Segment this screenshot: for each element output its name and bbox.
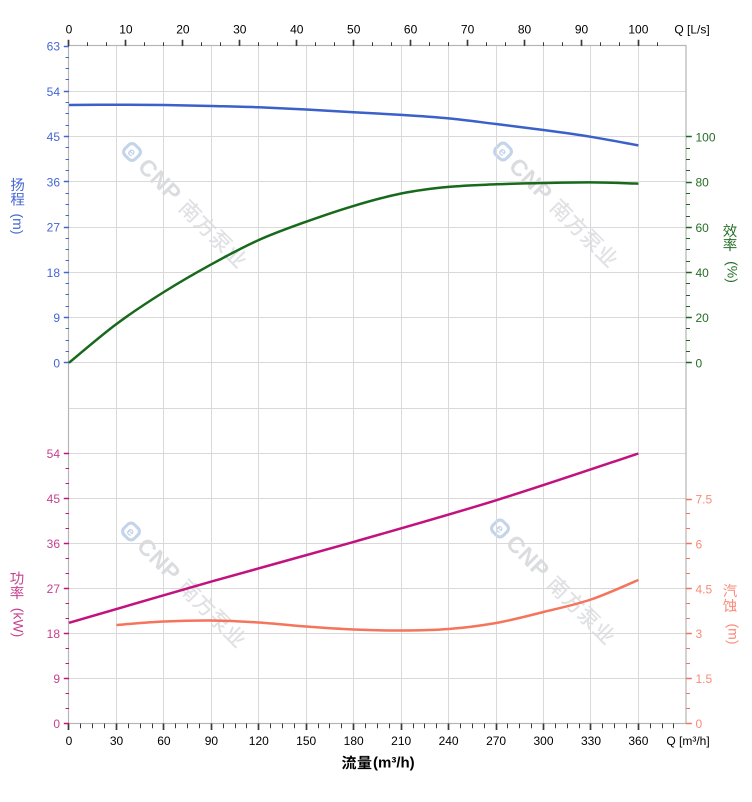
svg-text:9: 9 [53, 672, 60, 686]
svg-text:3: 3 [696, 627, 703, 641]
svg-text:120: 120 [249, 734, 269, 748]
svg-text:(m): (m) [726, 624, 742, 645]
svg-text:(kW): (kW) [11, 608, 27, 638]
svg-text:45: 45 [47, 130, 61, 144]
svg-text:100: 100 [628, 23, 648, 37]
svg-text:54: 54 [47, 85, 61, 99]
svg-text:1.5: 1.5 [696, 672, 713, 686]
svg-text:(%): (%) [724, 261, 740, 283]
svg-text:20: 20 [696, 311, 710, 325]
svg-text:54: 54 [47, 447, 61, 461]
svg-text:0: 0 [66, 23, 73, 37]
svg-text:30: 30 [110, 734, 124, 748]
svg-text:90: 90 [575, 23, 589, 37]
svg-text:60: 60 [404, 23, 418, 37]
svg-text:40: 40 [696, 266, 710, 280]
svg-text:6: 6 [696, 537, 703, 551]
svg-text:7.5: 7.5 [696, 493, 713, 507]
svg-text:45: 45 [47, 492, 61, 506]
svg-text:(m): (m) [10, 214, 26, 235]
svg-text:27: 27 [47, 221, 61, 235]
svg-text:0: 0 [696, 356, 703, 370]
svg-text:80: 80 [696, 176, 710, 190]
svg-text:90: 90 [205, 734, 219, 748]
svg-text:36: 36 [47, 175, 61, 189]
svg-text:150: 150 [296, 734, 316, 748]
svg-text:0: 0 [696, 717, 703, 731]
svg-text:180: 180 [344, 734, 364, 748]
svg-text:63: 63 [47, 40, 61, 54]
svg-text:0: 0 [53, 356, 60, 370]
svg-text:60: 60 [157, 734, 171, 748]
svg-text:9: 9 [53, 311, 60, 325]
svg-text:330: 330 [581, 734, 601, 748]
svg-text:18: 18 [47, 266, 61, 280]
svg-text:27: 27 [47, 582, 61, 596]
svg-text:360: 360 [628, 734, 648, 748]
svg-text:210: 210 [391, 734, 411, 748]
svg-text:70: 70 [461, 23, 475, 37]
svg-text:4.5: 4.5 [696, 582, 713, 596]
svg-text:30: 30 [233, 23, 247, 37]
svg-text:18: 18 [47, 627, 61, 641]
svg-text:270: 270 [486, 734, 506, 748]
svg-text:80: 80 [518, 23, 532, 37]
svg-text:36: 36 [47, 537, 61, 551]
svg-text:50: 50 [347, 23, 361, 37]
svg-text:Q [L/s]: Q [L/s] [674, 23, 709, 37]
svg-text:300: 300 [533, 734, 553, 748]
svg-text:0: 0 [66, 734, 73, 748]
svg-text:40: 40 [290, 23, 304, 37]
svg-text:240: 240 [439, 734, 459, 748]
svg-text:(m³/h): (m³/h) [373, 755, 415, 772]
svg-text:0: 0 [53, 717, 60, 731]
svg-text:60: 60 [696, 221, 710, 235]
svg-text:100: 100 [696, 131, 716, 145]
svg-text:20: 20 [176, 23, 190, 37]
svg-text:Q [m³/h]: Q [m³/h] [666, 734, 709, 748]
svg-text:10: 10 [119, 23, 133, 37]
